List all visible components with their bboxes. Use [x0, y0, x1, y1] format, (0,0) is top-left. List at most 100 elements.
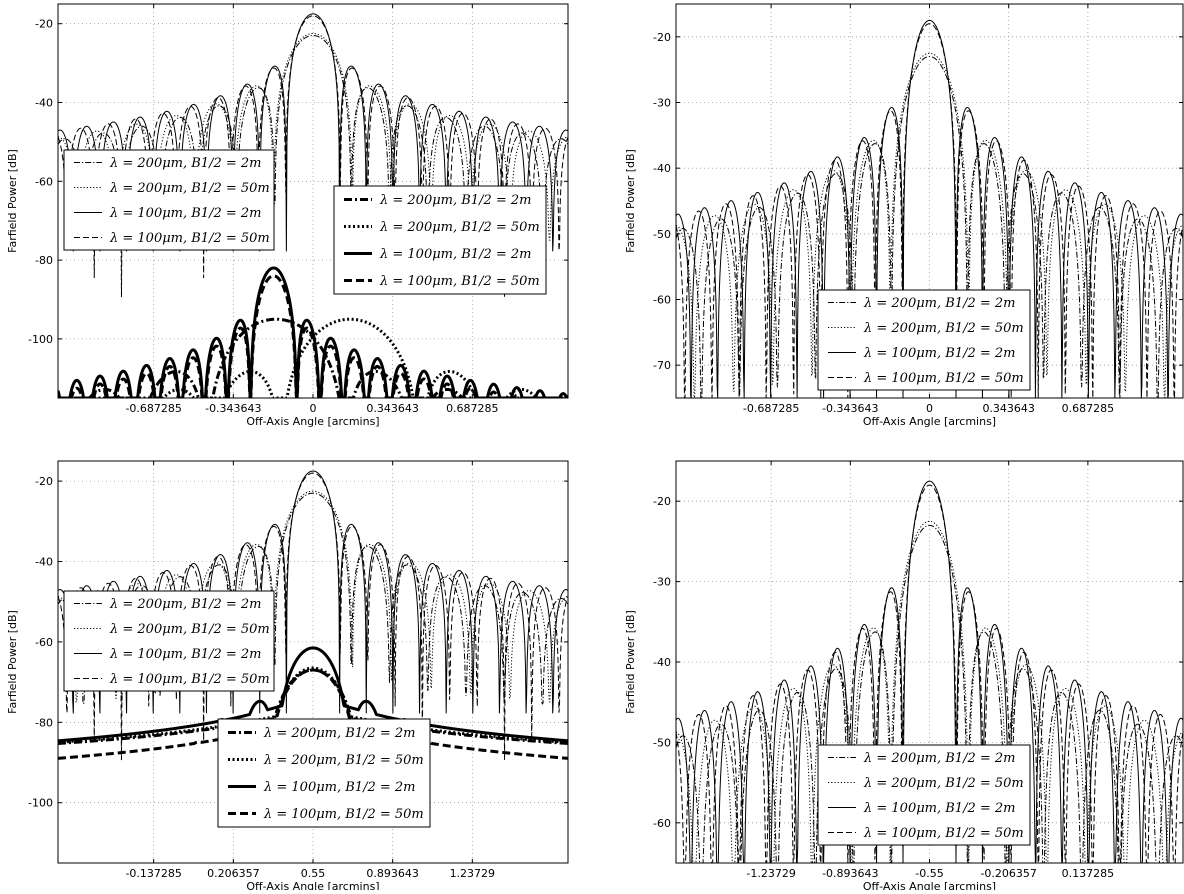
series-line-dashdot [58, 35, 568, 244]
x-axis-label: Off-Axis Angle [arcmins] [246, 415, 379, 428]
x-tick-label: 1.23729 [450, 867, 496, 880]
legend-label: λ = 200μm, B1/2 = 2m [379, 193, 531, 208]
y-tick-label: -20 [35, 18, 53, 31]
x-tick-label: -0.55 [915, 867, 943, 880]
legend-label: λ = 200μm, B1/2 = 2m [863, 751, 1015, 766]
legend-label: λ = 200μm, B1/2 = 50m [263, 753, 424, 768]
y-tick-label: -60 [653, 817, 671, 830]
x-tick-label: 0.893643 [366, 867, 419, 880]
y-tick-label: -60 [35, 636, 53, 649]
legend-label: λ = 100μm, B1/2 = 50m [109, 672, 270, 687]
y-tick-label: -30 [653, 576, 671, 589]
series-group [676, 19, 1183, 398]
legend-label: λ = 100μm, B1/2 = 2m [379, 247, 531, 262]
legend-label: λ = 100μm, B1/2 = 50m [863, 371, 1024, 386]
legend-box [63, 149, 275, 251]
y-tick-label: -70 [653, 359, 671, 372]
legend-box [333, 185, 547, 295]
legend-box [217, 718, 431, 828]
series-line-dotted [676, 52, 1183, 398]
x-axis-label: Off-Axis Angle [arcmins] [863, 415, 996, 428]
legend-label: λ = 200μm, B1/2 = 50m [109, 622, 270, 637]
x-axis-label: Off-Axis Angle [arcmins] [863, 880, 996, 890]
y-tick-label: -100 [28, 797, 53, 810]
y-tick-label: -80 [35, 716, 53, 729]
y-tick-label: -60 [653, 294, 671, 307]
y-tick-label: -20 [653, 31, 671, 44]
legend-label: λ = 100μm, B1/2 = 2m [109, 206, 261, 221]
series-line-dashdot [676, 524, 1183, 863]
legend-label: λ = 200μm, B1/2 = 2m [263, 726, 415, 741]
series-line-solid-thick [58, 266, 568, 398]
series-line-dashdot [58, 492, 568, 705]
legend: λ = 200μm, B1/2 = 2m λ = 200μm, B1/2 = 50… [817, 744, 1031, 846]
y-tick-label: -100 [28, 333, 53, 346]
y-tick-label: -60 [35, 175, 53, 188]
y-tick-label: -50 [653, 228, 671, 241]
x-tick-label: -0.687285 [743, 402, 799, 415]
y-tick-label: -50 [653, 736, 671, 749]
x-tick-label: 0.343643 [982, 402, 1035, 415]
legend-label: λ = 100μm, B1/2 = 2m [863, 346, 1015, 361]
y-axis-label: Farfield Power [dB] [6, 149, 19, 253]
series-line-dashed-thick [58, 274, 568, 398]
legend-label: λ = 100μm, B1/2 = 50m [863, 826, 1024, 841]
legend-label: λ = 200μm, B1/2 = 50m [863, 321, 1024, 336]
legend-box [63, 590, 275, 692]
series-line-dotted [58, 490, 568, 703]
legend: λ = 200μm, B1/2 = 2m λ = 200μm, B1/2 = 50… [217, 718, 431, 828]
series-line-dashed [58, 15, 568, 298]
x-tick-label: 0 [926, 402, 933, 415]
series-line-dashdot [676, 56, 1183, 398]
x-axis-label: Off-Axis Angle [arcmins] [246, 880, 379, 890]
legend-box [817, 744, 1031, 846]
legend-label: λ = 200μm, B1/2 = 2m [109, 156, 261, 171]
x-tick-label: 0.687285 [1062, 402, 1115, 415]
x-tick-label: -0.687285 [125, 402, 181, 415]
series-line-solid [676, 19, 1183, 398]
legend-label: λ = 200μm, B1/2 = 50m [863, 776, 1024, 791]
series-group [676, 480, 1183, 863]
series-line-solid-thick [58, 646, 568, 743]
series-group [58, 13, 568, 398]
chart-panel-4: -1.23729 -0.893643 -0.55 -0.206357 0.137285 -… [624, 460, 1184, 893]
legend: λ = 200μm, B1/2 = 2m λ = 200μm, B1/2 = 50… [63, 590, 275, 692]
y-axis-label: Farfield Power [dB] [624, 610, 637, 714]
x-tick-label: -0.206357 [980, 867, 1036, 880]
chart-panel-3: -0.137285 0.206357 0.55 0.893643 1.23729 -20 -… [6, 460, 569, 893]
y-tick-label: -20 [35, 475, 53, 488]
x-tick-label: 0.55 [301, 867, 326, 880]
series-line-solid [58, 13, 568, 252]
legend-label: λ = 100μm, B1/2 = 2m [863, 801, 1015, 816]
y-tick-label: -40 [653, 162, 671, 175]
x-tick-label: 0.687285 [446, 402, 499, 415]
legend-label: λ = 200μm, B1/2 = 2m [863, 296, 1015, 311]
y-tick-label: -40 [653, 656, 671, 669]
legend-box [817, 289, 1031, 391]
y-axis-label: Farfield Power [dB] [6, 610, 19, 714]
legend-label: λ = 100μm, B1/2 = 2m [109, 647, 261, 662]
legend-label: λ = 100μm, B1/2 = 2m [263, 780, 415, 795]
series-line-dashed [676, 23, 1183, 398]
legend-label: λ = 200μm, B1/2 = 50m [379, 220, 540, 235]
legend-label: λ = 200μm, B1/2 = 2m [109, 597, 261, 612]
x-tick-label: -0.137285 [125, 867, 181, 880]
y-axis-label: Farfield Power [dB] [624, 149, 637, 253]
series-line-solid [676, 480, 1183, 863]
legend: λ = 200μm, B1/2 = 2m λ = 200μm, B1/2 = 50… [333, 185, 547, 295]
y-tick-label: -40 [35, 556, 53, 569]
x-tick-label: 0 [310, 402, 317, 415]
chart-panel-2: -0.687285 -0.343643 0 0.343643 0.687285 -20 -3… [624, 3, 1184, 428]
legend: λ = 200μm, B1/2 = 2m λ = 200μm, B1/2 = 50… [817, 289, 1031, 391]
x-tick-label: 0.343643 [366, 402, 419, 415]
series-line-dashdot-thick [58, 668, 568, 745]
chart-panel-1: -0.687285 -0.343643 0 0.343643 0.687285 -20 -4… [6, 3, 569, 428]
series-line-dashdot-thick [58, 317, 568, 398]
legend-label: λ = 100μm, B1/2 = 50m [263, 807, 424, 822]
x-tick-label: 0.206357 [207, 867, 260, 880]
x-tick-label: 0.137285 [1062, 867, 1115, 880]
y-tick-label: -80 [35, 254, 53, 267]
legend-label: λ = 100μm, B1/2 = 50m [379, 274, 540, 289]
